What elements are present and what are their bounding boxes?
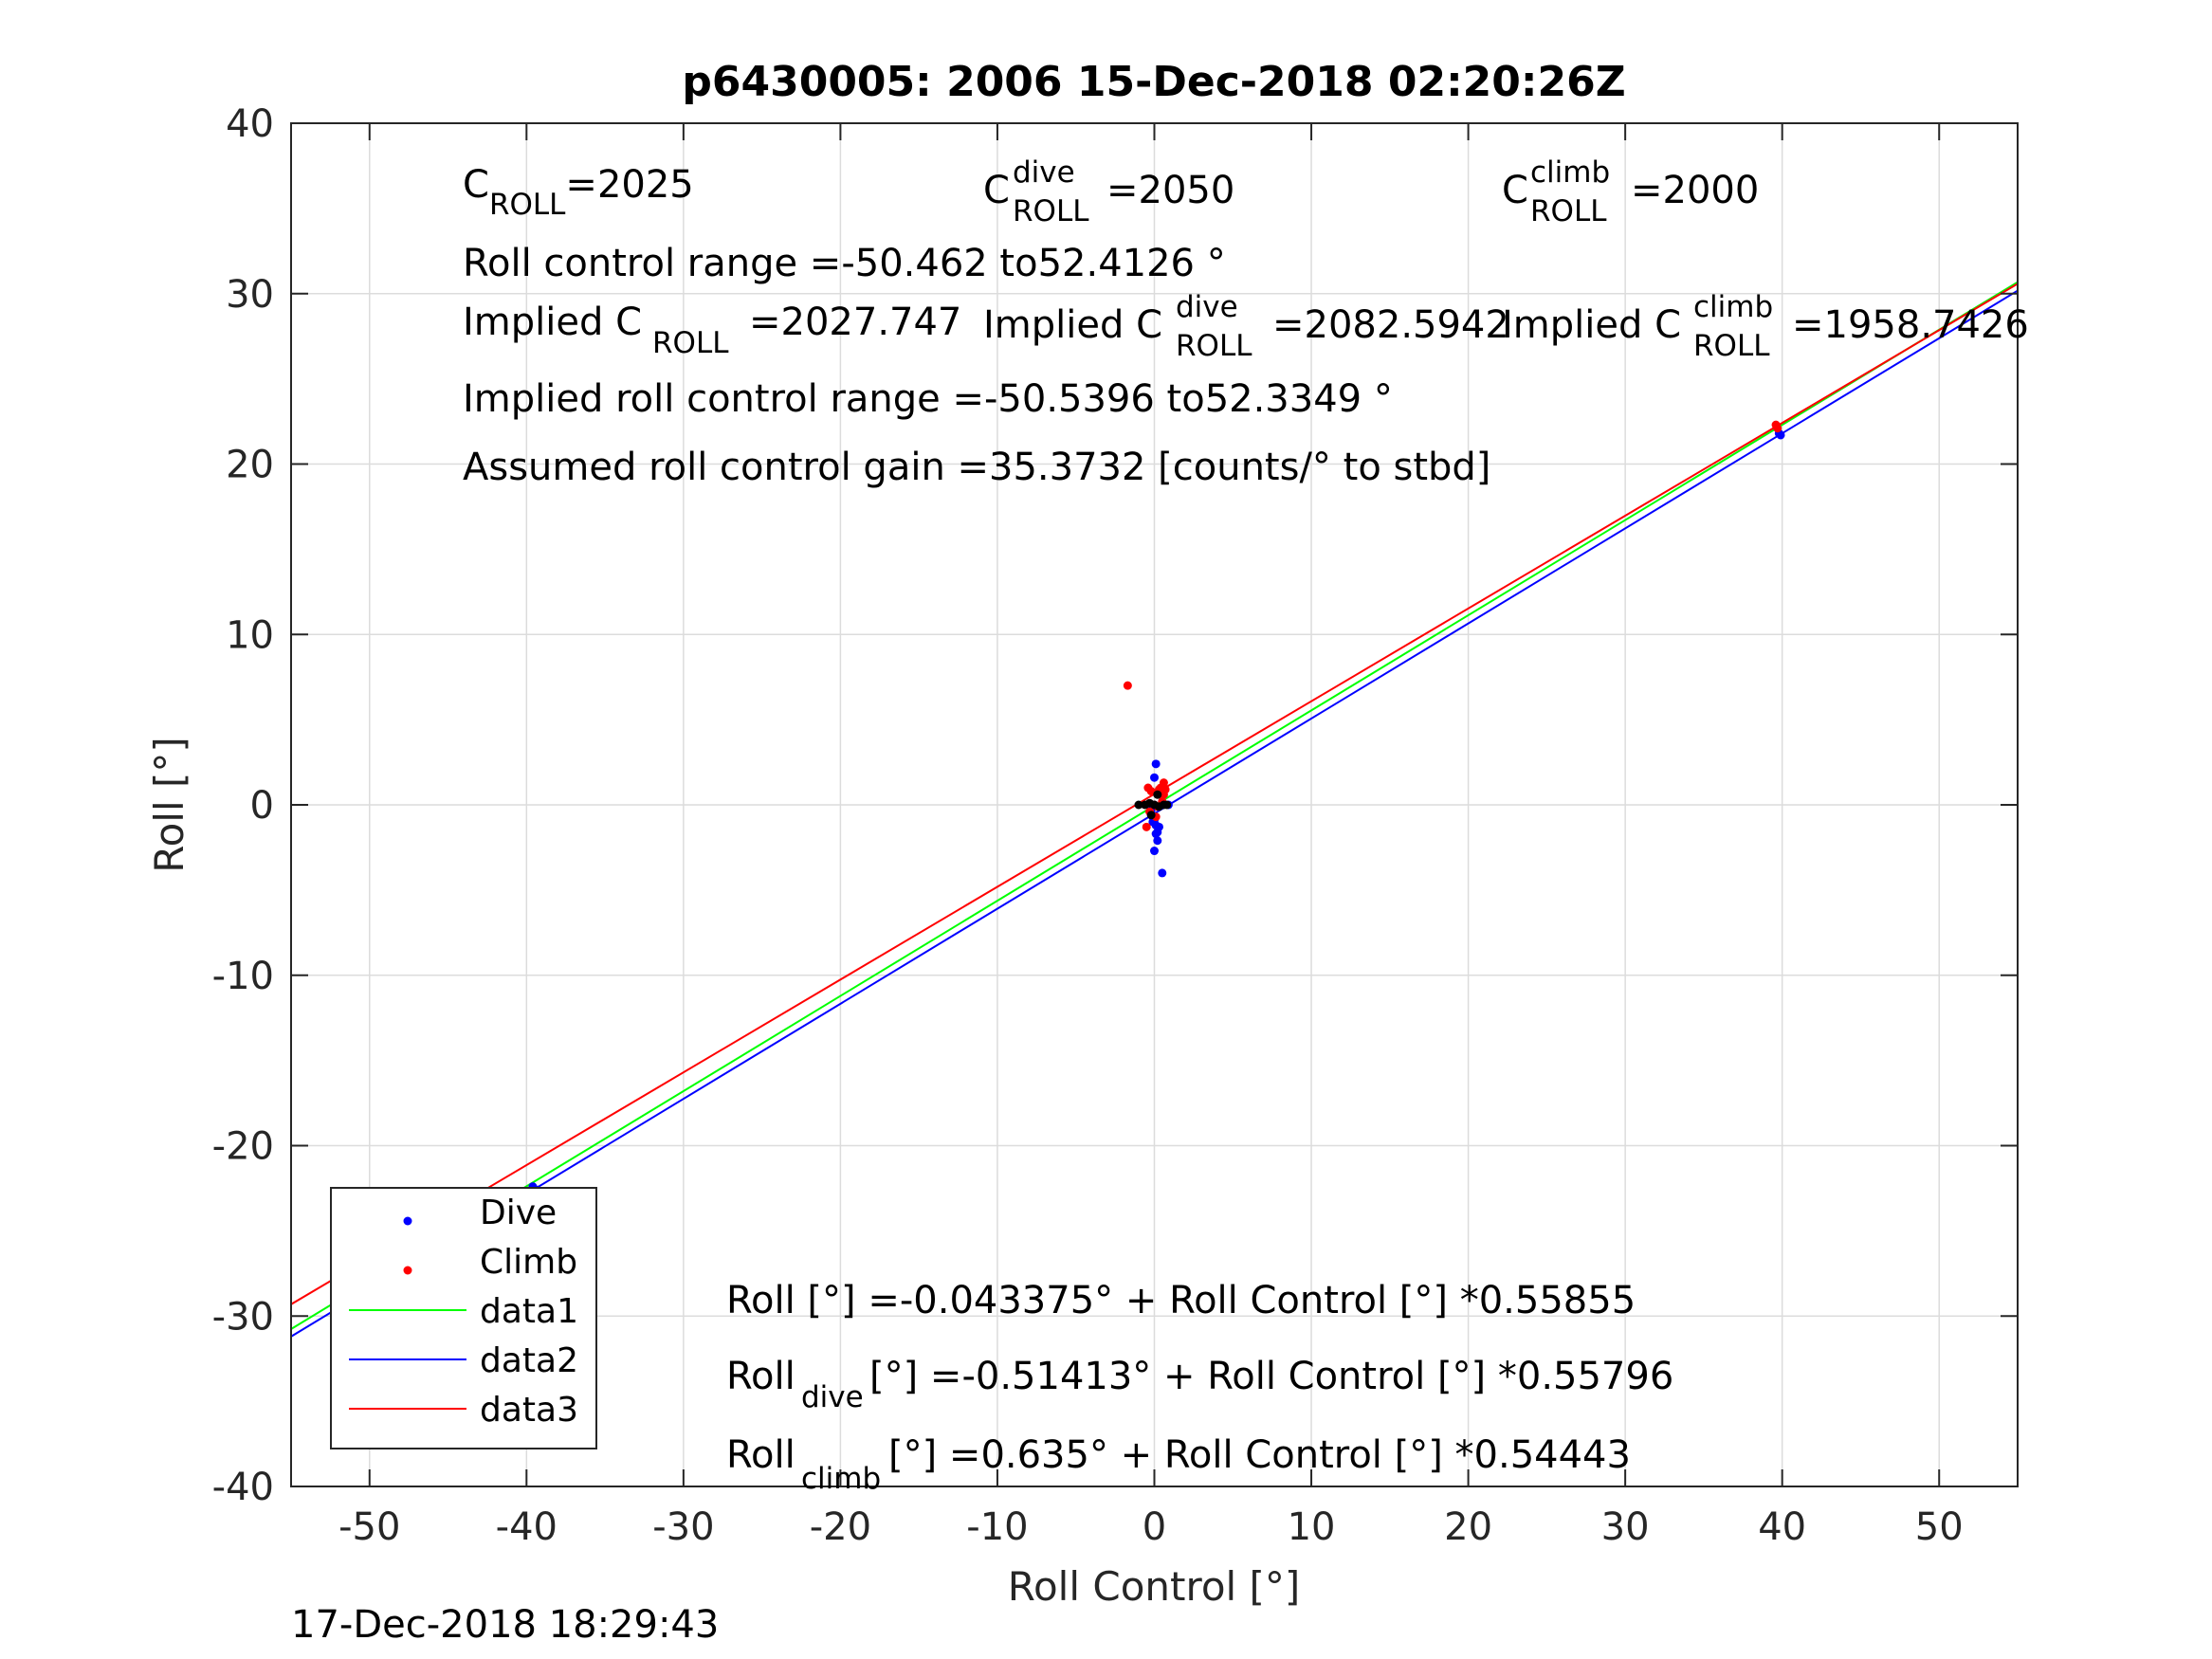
legend: Dive Climb data1 data2 data3 xyxy=(330,1187,597,1449)
svg-text:dive: dive xyxy=(1176,290,1238,324)
svg-text:climb: climb xyxy=(1693,290,1773,324)
y-tick-label: 40 xyxy=(226,102,274,146)
svg-text:=1958.7426: =1958.7426 xyxy=(1792,303,2029,347)
axis-ticks xyxy=(291,122,2018,1487)
data-point-unlabeled xyxy=(1146,811,1156,820)
svg-text:[°] =0.635° + Roll Control [°]: [°] =0.635° + Roll Control [°] *0.54443 xyxy=(888,1433,1631,1477)
svg-text:=2082.5942: =2082.5942 xyxy=(1272,303,1509,347)
data-points xyxy=(528,420,1785,1198)
data-point-unlabeled xyxy=(1134,800,1143,810)
legend-label-climb: Climb xyxy=(480,1243,577,1282)
y-tick-label: -40 xyxy=(212,1466,274,1509)
legend-label-data2: data2 xyxy=(480,1341,578,1380)
svg-text:climb: climb xyxy=(1530,155,1610,190)
x-tick-label: -50 xyxy=(338,1505,400,1549)
annotation-roll-control-range: Roll control range =-50.462 to52.4126 ° xyxy=(463,242,1226,285)
svg-text:Implied C: Implied C xyxy=(463,301,642,344)
plot-content xyxy=(291,281,2018,1338)
x-axis-label: Roll Control [°] xyxy=(1008,1563,1301,1610)
annotation-c-roll: CROLL=2025 xyxy=(463,163,694,222)
data-point-dive xyxy=(1151,830,1161,839)
annotation-implied-c-roll: Implied C ROLL =2027.747 xyxy=(463,301,961,360)
footer-timestamp: 17-Dec-2018 18:29:43 xyxy=(291,1603,719,1647)
data-point-dive xyxy=(1776,430,1785,440)
data-point-dive xyxy=(1153,836,1162,846)
tick-labels: -50 -40 -30 -20 -10 0 10 20 30 40 50 -40 -30 -20 -10 0 1… xyxy=(212,102,1964,1549)
svg-text:Implied C: Implied C xyxy=(1502,303,1681,347)
x-tick-label: -20 xyxy=(810,1505,871,1549)
annotation-gain: Assumed roll control gain =35.3732 [coun… xyxy=(463,446,1490,489)
svg-text:dive: dive xyxy=(1013,155,1075,190)
annotation-c-roll-climb: C climb ROLL =2000 xyxy=(1502,155,1759,228)
data-point-dive xyxy=(1158,868,1167,878)
x-tick-label: 10 xyxy=(1288,1505,1336,1549)
svg-text:Roll: Roll xyxy=(726,1433,795,1477)
x-tick-label: -10 xyxy=(966,1505,1028,1549)
x-tick-label: 30 xyxy=(1601,1505,1650,1549)
x-tick-label: -40 xyxy=(496,1505,558,1549)
legend-box xyxy=(330,1187,597,1449)
y-tick-label: -30 xyxy=(212,1295,274,1339)
svg-text:dive: dive xyxy=(801,1380,864,1414)
annotation-implied-c-roll-climb: Implied C climb ROLL =1958.7426 xyxy=(1502,290,2029,363)
svg-text:C: C xyxy=(1502,169,1528,212)
svg-text:=2027.747: =2027.747 xyxy=(749,301,961,344)
data-point-unlabeled xyxy=(1153,790,1162,799)
equation-climb: Roll climb [°] =0.635° + Roll Control [°… xyxy=(726,1433,1631,1496)
chart-title: p6430005: 2006 15-Dec-2018 02:20:26Z xyxy=(682,58,1625,106)
svg-text:ROLL: ROLL xyxy=(1176,329,1252,363)
x-tick-label: 40 xyxy=(1758,1505,1806,1549)
x-tick-label: -30 xyxy=(652,1505,714,1549)
annotation-implied-c-roll-dive: Implied C dive ROLL =2082.5942 xyxy=(983,290,1509,363)
y-tick-label: -20 xyxy=(212,1125,274,1169)
legend-swatch-climb xyxy=(403,1266,412,1275)
legend-swatch-dive xyxy=(403,1216,412,1226)
data-point-dive xyxy=(1154,822,1163,831)
equation-dive: Roll dive [°] =-0.51413° + Roll Control … xyxy=(726,1355,1673,1414)
data-point-climb xyxy=(1161,785,1170,794)
svg-text:ROLL: ROLL xyxy=(1693,329,1770,363)
data-point-climb xyxy=(1123,681,1132,690)
svg-text:Roll: Roll xyxy=(726,1355,795,1398)
data-point-climb xyxy=(1146,787,1156,796)
data-point-unlabeled xyxy=(1162,800,1172,810)
data-point-dive xyxy=(1150,847,1159,856)
data-point-dive xyxy=(1151,759,1161,769)
svg-text:CROLL=2025: CROLL=2025 xyxy=(463,163,694,222)
x-tick-label: 20 xyxy=(1444,1505,1492,1549)
legend-label-dive: Dive xyxy=(480,1194,557,1232)
legend-label-data3: data3 xyxy=(480,1391,578,1430)
svg-text:Implied C: Implied C xyxy=(983,303,1162,347)
data-point-climb xyxy=(1142,822,1151,831)
y-tick-label: 30 xyxy=(226,273,274,317)
legend-label-data1: data1 xyxy=(480,1292,578,1331)
y-tick-label: -10 xyxy=(212,955,274,998)
annotation-implied-range: Implied roll control range =-50.5396 to5… xyxy=(463,377,1393,421)
y-tick-label: 10 xyxy=(226,613,274,657)
svg-text:C: C xyxy=(983,169,1010,212)
svg-text:ROLL: ROLL xyxy=(1530,194,1607,228)
annotation-c-roll-dive: C dive ROLL =2050 xyxy=(983,155,1234,228)
svg-text:=2050: =2050 xyxy=(1106,169,1234,212)
data-point-dive xyxy=(1150,773,1159,782)
y-tick-label: 20 xyxy=(226,444,274,487)
x-tick-label: 50 xyxy=(1915,1505,1964,1549)
equation-all: Roll [°] =-0.043375° + Roll Control [°] … xyxy=(726,1279,1636,1322)
y-tick-label: 0 xyxy=(250,784,274,828)
svg-text:ROLL: ROLL xyxy=(1013,194,1089,228)
svg-text:[°] =-0.51413° + Roll Control: [°] =-0.51413° + Roll Control [°] *0.557… xyxy=(869,1355,1673,1398)
y-axis-label: Roll [°] xyxy=(146,737,192,872)
svg-text:=2000: =2000 xyxy=(1631,169,1759,212)
svg-text:ROLL: ROLL xyxy=(652,326,729,360)
x-tick-label: 0 xyxy=(1143,1505,1166,1549)
svg-text:climb: climb xyxy=(801,1462,881,1496)
data-point-climb xyxy=(1773,424,1782,433)
